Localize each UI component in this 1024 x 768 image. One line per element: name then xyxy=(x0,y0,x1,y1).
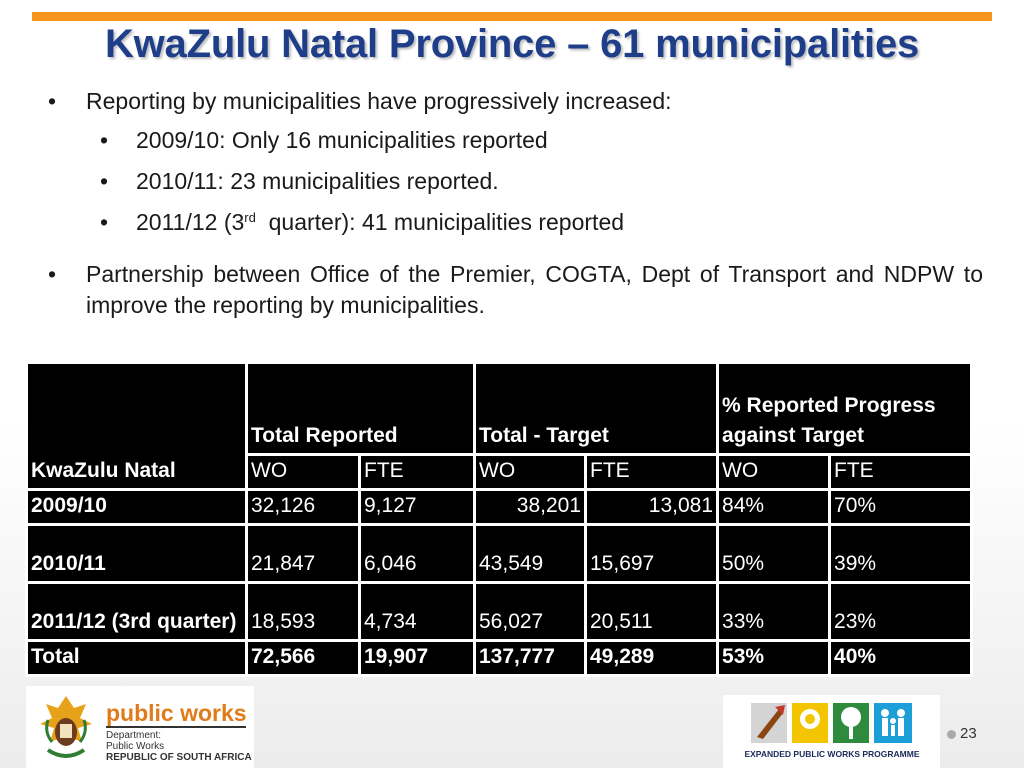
table-cell: 40% xyxy=(828,639,974,677)
epwp-logo: EXPANDED PUBLIC WORKS PROGRAMME xyxy=(723,695,940,768)
table-cell: 4,734 xyxy=(358,581,476,642)
region-header: KwaZulu Natal xyxy=(25,361,248,491)
public-works-logo: public works Department: Public Works RE… xyxy=(26,686,254,768)
table-row: 2009/10 32,126 9,127 38,201 13,081 84% 7… xyxy=(25,488,974,526)
table-cell: 23% xyxy=(828,581,974,642)
table-cell: 50% xyxy=(716,523,832,584)
table-cell: 33% xyxy=(716,581,832,642)
bullet-partnership: Partnership between Office of the Premie… xyxy=(48,259,983,321)
sub-bullet-2011: 2011/12 (3rd quarter): 41 municipalities… xyxy=(48,207,983,238)
table-cell: 20,511 xyxy=(583,581,720,642)
table-cell: 84% xyxy=(716,488,832,526)
subheader-cell: WO xyxy=(245,453,361,491)
table-subheader-row: WO FTE WO FTE WO FTE xyxy=(27,453,974,491)
sub-bullet-2011-start: 2011/12 (3 xyxy=(136,209,245,235)
accent-bar xyxy=(32,12,992,21)
subheader-cell: WO xyxy=(716,453,832,491)
table-header-row: KwaZulu Natal Total Reported Total - Tar… xyxy=(25,361,974,491)
sub-bullet-2010: 2010/11: 23 municipalities reported. xyxy=(48,166,983,197)
department-text: Department: Public Works REPUBLIC OF SOU… xyxy=(106,730,252,763)
slide-title: KwaZulu Natal Province – 61 municipaliti… xyxy=(104,22,920,66)
subheader-cell: FTE xyxy=(583,453,720,491)
table-cell: 32,126 xyxy=(245,488,361,526)
table-cell: 6,046 xyxy=(358,523,476,584)
table-cell: 39% xyxy=(828,523,974,584)
brand-divider xyxy=(106,726,246,728)
municipal-reporting-table: KwaZulu Natal Total Reported Total - Tar… xyxy=(25,361,974,677)
table-row: 2010/11 21,847 6,046 43,549 15,697 50% 3… xyxy=(25,523,974,584)
dept-line: REPUBLIC OF SOUTH AFRICA xyxy=(106,752,252,763)
table-cell: 18,593 xyxy=(245,581,361,642)
table-cell: 9,127 xyxy=(358,488,476,526)
row-label: 2010/11 xyxy=(25,523,248,584)
table-cell: 56,027 xyxy=(473,581,587,642)
brand-name: public works xyxy=(106,700,247,726)
coat-of-arms-icon xyxy=(40,696,92,758)
epwp-tiles-icon xyxy=(751,703,912,743)
table-cell: 38,201 xyxy=(473,488,587,526)
page-marker-icon xyxy=(947,730,956,739)
page-number: 23 xyxy=(960,725,977,742)
table-cell: 13,081 xyxy=(583,488,720,526)
table-cell: 21,847 xyxy=(245,523,361,584)
table-cell: 43,549 xyxy=(473,523,587,584)
subheader-cell: FTE xyxy=(358,453,476,491)
subheader-cell: WO xyxy=(473,453,587,491)
table-cell: 137,777 xyxy=(473,639,587,677)
row-label: 2011/12 (3rd quarter) xyxy=(25,581,248,642)
table-cell: 49,289 xyxy=(583,639,720,677)
sub-bullet-2011-end: quarter): 41 municipalities reported xyxy=(255,209,625,235)
row-label: 2009/10 xyxy=(25,488,248,526)
bullet-reporting-increase: Reporting by municipalities have progres… xyxy=(48,86,983,117)
bullet-list: Reporting by municipalities have progres… xyxy=(48,86,983,321)
table-cell: 15,697 xyxy=(583,523,720,584)
table-row: 2011/12 (3rd quarter) 18,593 4,734 56,02… xyxy=(25,581,974,642)
table-total-row: Total 72,566 19,907 137,777 49,289 53% 4… xyxy=(25,639,974,677)
row-label: Total xyxy=(25,639,248,677)
subheader-cell: FTE xyxy=(828,453,974,491)
ordinal-suffix: rd xyxy=(244,210,256,225)
table-cell: 70% xyxy=(828,488,974,526)
dept-line: Public Works xyxy=(106,741,165,752)
dept-line: Department: xyxy=(106,730,162,741)
table-cell: 72,566 xyxy=(245,639,361,677)
epwp-caption: EXPANDED PUBLIC WORKS PROGRAMME xyxy=(744,749,920,759)
header-total-reported: Total Reported xyxy=(245,361,476,456)
table-cell: 53% xyxy=(716,639,832,677)
table-cell: 19,907 xyxy=(358,639,476,677)
header-percent-progress: % Reported Progress against Target xyxy=(716,361,974,456)
header-total-target: Total - Target xyxy=(472,361,720,456)
sub-bullet-2009: 2009/10: Only 16 municipalities reported xyxy=(48,125,983,156)
